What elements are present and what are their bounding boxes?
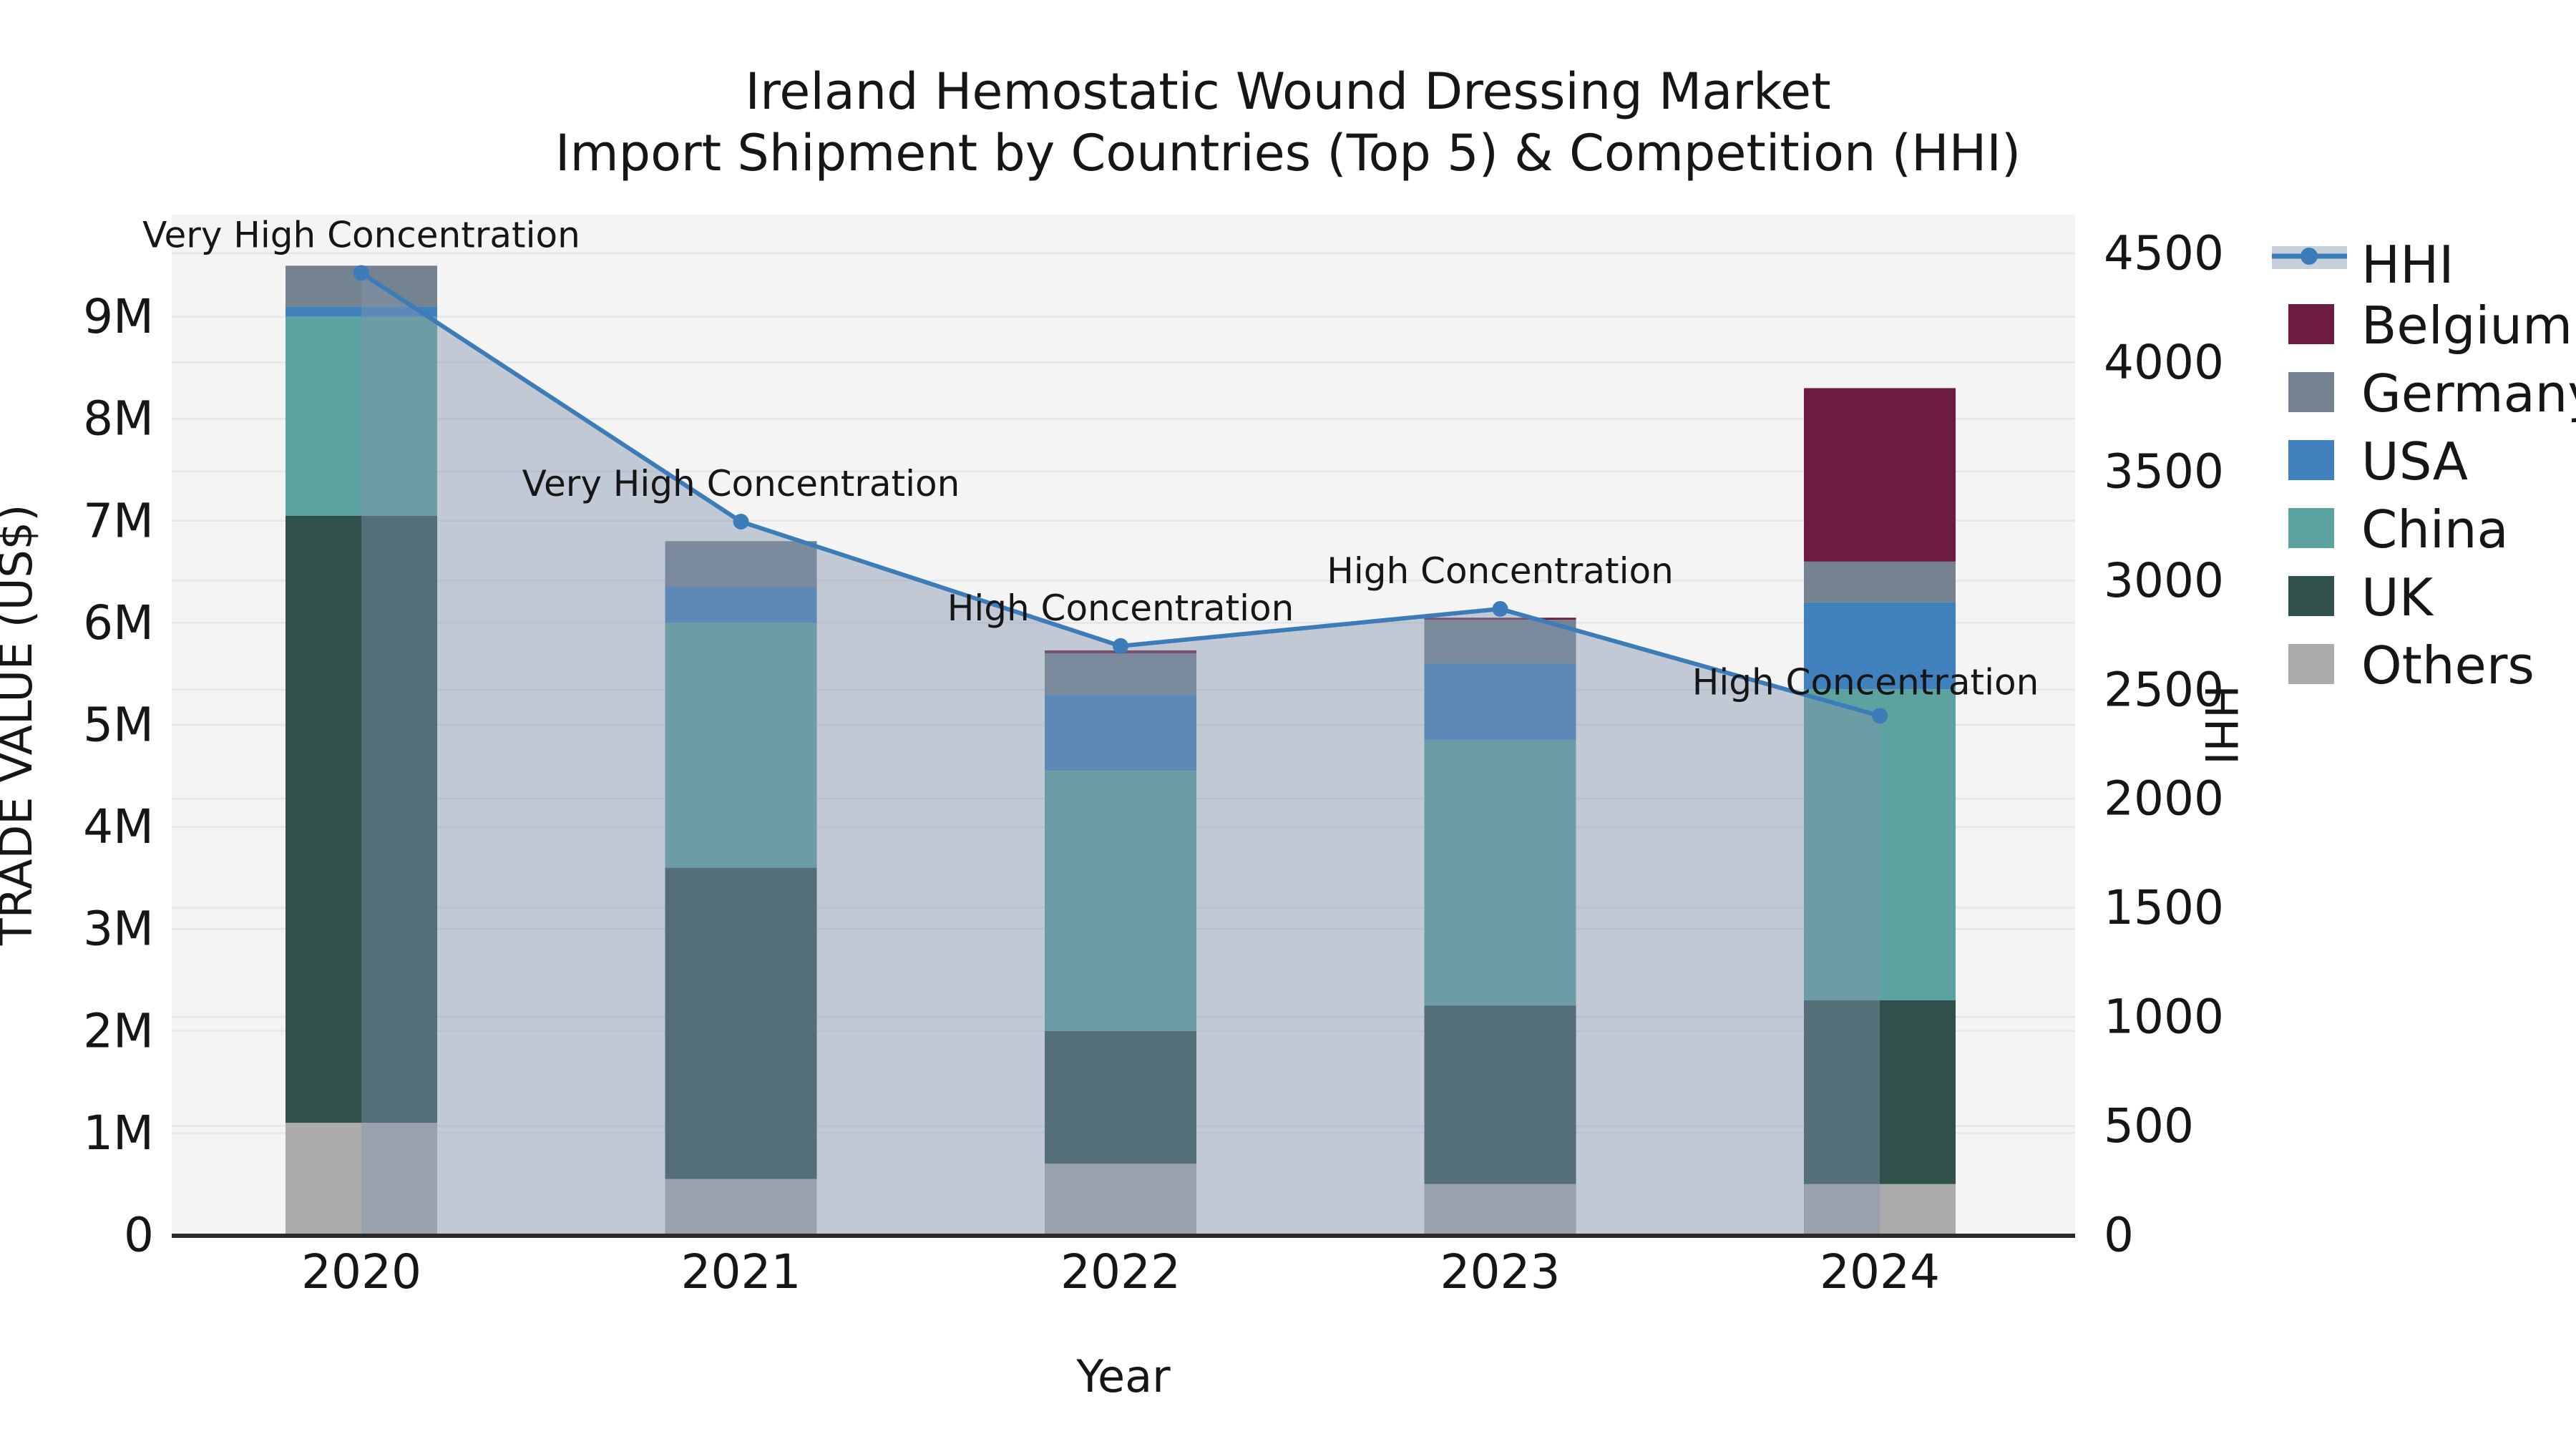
hhi-marker-2021 [733, 514, 749, 530]
bar-segment-china-2020 [286, 316, 437, 516]
y-left-tick-label-1M: 1M [83, 1106, 154, 1161]
bar-segment-uk-2022 [1045, 1030, 1196, 1164]
bar-segment-usa-2020 [286, 306, 437, 317]
bar-segment-others-2022 [1045, 1163, 1196, 1235]
y-right-tick-label-1500: 1500 [2104, 880, 2224, 935]
y-right-tick-label-2500: 2500 [2104, 662, 2224, 717]
legend-swatch-usa [2288, 440, 2334, 480]
bar-segment-belgium-2024 [1804, 388, 1956, 562]
legend-swatch-belgium [2288, 304, 2334, 344]
hhi-annotation-2022: High Concentration [947, 587, 1294, 629]
legend-swatch-china [2288, 508, 2334, 548]
hhi-marker-2020 [353, 265, 369, 281]
y-right-tick-label-500: 500 [2104, 1098, 2194, 1153]
legend-label-germany: Germany [2361, 364, 2576, 424]
y-left-tick-label-7M: 7M [83, 493, 154, 548]
x-tick-label-2021: 2021 [681, 1244, 801, 1299]
bar-segment-germany-2022 [1045, 653, 1196, 695]
bar-segment-others-2020 [286, 1123, 437, 1235]
legend-label-usa: USA [2361, 431, 2468, 492]
bar-segment-usa-2021 [665, 587, 817, 623]
legend-swatch-germany [2288, 372, 2334, 412]
bar-segment-others-2023 [1424, 1184, 1576, 1235]
y-left-tick-label-0: 0 [124, 1208, 154, 1263]
bar-segment-others-2021 [665, 1179, 817, 1235]
y-left-tick-label-4M: 4M [83, 799, 154, 854]
hhi-marker-2024 [1872, 708, 1888, 724]
hhi-area-fill [361, 273, 1880, 1236]
y-right-tick-label-4000: 4000 [2104, 335, 2224, 390]
bar-segment-germany-2021 [665, 541, 817, 587]
legend-item-uk: UK [2288, 567, 2434, 628]
x-tick-label-2023: 2023 [1440, 1244, 1561, 1299]
bar-segment-china-2021 [665, 623, 817, 868]
bar-segment-belgium-2023 [1424, 618, 1576, 620]
legend-label-others: Others [2361, 635, 2534, 696]
legend-label-china: China [2361, 499, 2509, 560]
x-tick-label-2022: 2022 [1060, 1244, 1181, 1299]
y-right-tick-label-4500: 4500 [2104, 226, 2224, 281]
bar-segment-usa-2024 [1804, 602, 1956, 690]
y-left-tick-label-6M: 6M [83, 595, 154, 650]
x-axis-spine [172, 1234, 2075, 1238]
hhi-annotation-2021: Very High Concentration [522, 463, 960, 504]
bar-segment-germany-2024 [1804, 561, 1956, 602]
bar-segment-uk-2020 [286, 515, 437, 1123]
legend-label-hhi: HHI [2361, 235, 2454, 295]
y-left-axis-label: TRADE VALUE (US$) [0, 504, 42, 947]
y-left-tick-label-8M: 8M [83, 391, 154, 447]
legend-item-usa: USA [2288, 431, 2468, 492]
bar-segment-china-2022 [1045, 771, 1196, 1031]
bar-segment-uk-2021 [665, 867, 817, 1179]
legend-swatch-uk [2288, 576, 2334, 616]
chart-title-line1: Ireland Hemostatic Wound Dressing Market [745, 62, 1830, 121]
y-right-tick-label-1000: 1000 [2104, 990, 2224, 1045]
legend-item-belgium: Belgium [2288, 296, 2572, 356]
bar-segment-china-2023 [1424, 740, 1576, 1006]
y-left-tick-label-3M: 3M [83, 902, 154, 957]
y-left-tick-label-2M: 2M [83, 1003, 154, 1058]
y-right-tick-label-3000: 3000 [2104, 553, 2224, 608]
y-left-tick-label-9M: 9M [83, 289, 154, 344]
x-tick-label-2020: 2020 [301, 1244, 421, 1299]
x-axis-label: Year [1075, 1350, 1171, 1402]
legend-item-germany: Germany [2288, 364, 2576, 424]
bar-segment-usa-2022 [1045, 694, 1196, 771]
legend-label-uk: UK [2361, 567, 2434, 628]
bar-segment-others-2024 [1804, 1184, 1956, 1235]
y-right-axis-label: HHI [2195, 685, 2247, 765]
y-right-tick-label-0: 0 [2104, 1208, 2134, 1263]
hhi-marker-2022 [1113, 638, 1128, 654]
hhi-annotation-2020: Very High Concentration [142, 214, 580, 255]
hhi-annotation-2024: High Concentration [1692, 661, 2039, 703]
bar-segment-uk-2023 [1424, 1005, 1576, 1184]
bar-segment-usa-2023 [1424, 663, 1576, 741]
legend-item-others: Others [2288, 635, 2534, 696]
hhi-marker-2023 [1492, 600, 1508, 617]
chart-title-line2: Import Shipment by Countries (Top 5) & C… [555, 124, 2021, 182]
legend-label-belgium: Belgium [2361, 296, 2572, 356]
x-tick-label-2024: 2024 [1820, 1244, 1940, 1299]
y-right-tick-label-3500: 3500 [2104, 444, 2224, 499]
legend-hhi-marker-icon [2301, 248, 2318, 265]
legend-swatch-others [2288, 644, 2334, 684]
legend-item-china: China [2288, 499, 2509, 560]
bar-segment-germany-2023 [1424, 620, 1576, 664]
bars-layer [286, 265, 1956, 1235]
y-right-tick-label-2000: 2000 [2104, 771, 2224, 826]
legend-item-hhi: HHI [2272, 235, 2454, 295]
bar-segment-china-2024 [1804, 689, 1956, 1001]
hhi-annotation-2023: High Concentration [1327, 550, 1674, 592]
y-left-tick-label-5M: 5M [83, 698, 154, 753]
bar-segment-uk-2024 [1804, 1000, 1956, 1184]
